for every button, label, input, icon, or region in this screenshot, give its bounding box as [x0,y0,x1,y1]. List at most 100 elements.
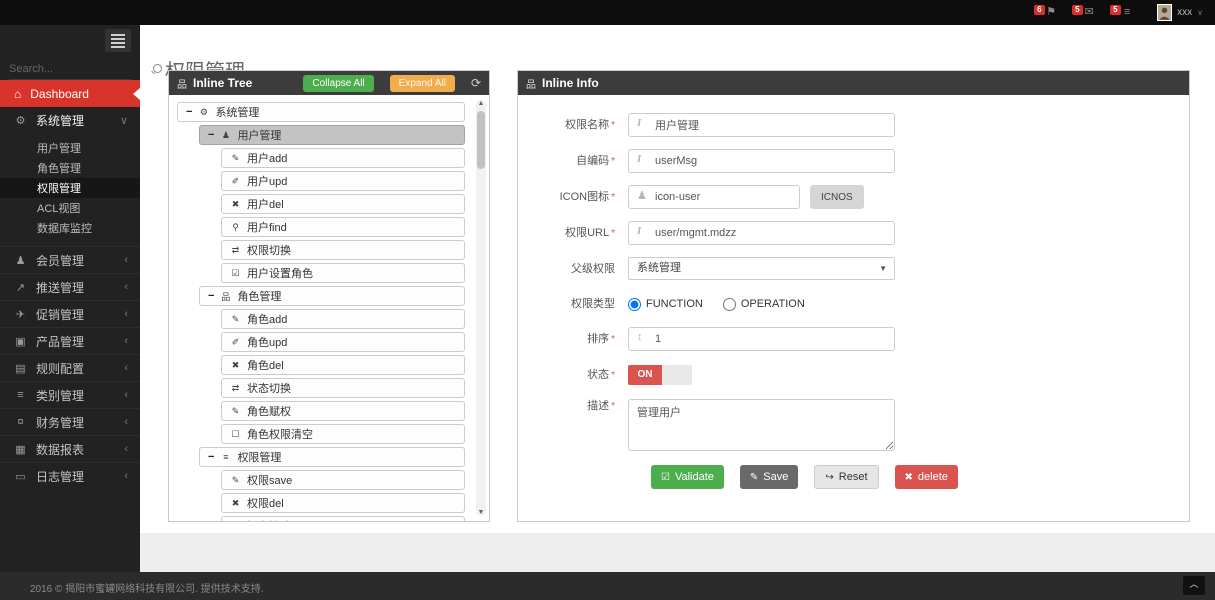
square-icon: ☐ [231,428,240,439]
search-input[interactable] [9,62,151,75]
reset-button[interactable]: ↪ Reset [814,465,879,489]
tree-item-label: 权限del [247,498,284,510]
sidebar-item-财务管理[interactable]: ¤ 财务管理 ‹ [0,408,140,435]
delete-button-label: delete [917,471,948,483]
expand-all-button[interactable]: Expand All [389,74,455,92]
scroll-down-icon[interactable]: ▼ [477,509,485,516]
url-label: 权限URL [518,221,628,246]
user-menu[interactable]: xxx ∨ [1157,4,1203,21]
tree-item-用户del[interactable]: ✖ 用户del [221,194,465,214]
code-input[interactable] [628,149,895,173]
collapse-minus-icon[interactable]: − [208,451,215,463]
italic-icon: I [637,117,642,129]
close-icon: ✖ [904,471,913,483]
sidebar-item-数据报表[interactable]: ▦ 数据报表 ‹ [0,435,140,462]
order-input[interactable] [628,327,895,351]
tree-body: − ⚙ 系统管理 − ♟ 用户管理 ✎ 用户add ✐ 用户upd ✖ 用户del ⚲ 用户find ⇄ 权限… [169,95,489,521]
scroll-up-icon[interactable]: ▲ [477,100,485,107]
tree-item-角色upd[interactable]: ✐ 角色upd [221,332,465,352]
sidebar-toggle-button[interactable] [105,29,131,52]
tree-item-提交校验[interactable]: ✐ 提交校验 [221,516,465,521]
sidebar-item-日志管理[interactable]: ▭ 日志管理 ‹ [0,462,140,489]
check-square-icon: ☑ [231,267,240,278]
tree-item-权限del[interactable]: ✖ 权限del [221,493,465,513]
tree-item-状态切换[interactable]: ⇄ 状态切换 [221,378,465,398]
tree-item-权限save[interactable]: ✎ 权限save [221,470,465,490]
delete-icon: ✖ [231,359,240,370]
pencil-icon: ✎ [231,474,240,485]
tree-item-系统管理[interactable]: − ⚙ 系统管理 [177,102,465,122]
tree-item-角色del[interactable]: ✖ 角色del [221,355,465,375]
tree-item-权限切换[interactable]: ⇄ 权限切换 [221,240,465,260]
tree-item-用户find[interactable]: ⚲ 用户find [221,217,465,237]
parent-select-value: 系统管理 [637,262,681,274]
delete-button[interactable]: ✖ delete [894,465,958,489]
icon-input[interactable] [628,185,800,209]
sidebar-item-用户管理[interactable]: 用户管理 [37,143,81,155]
collapse-minus-icon[interactable]: − [208,129,215,141]
envelope-icon: ✉ [1084,6,1094,18]
inline-tree-panel: 品 Inline Tree Collapse All Expand All ⟳ … [168,70,490,522]
chevron-left-icon: ‹ [124,443,128,455]
push-icon: ↗ [15,281,26,294]
icnos-button[interactable]: ICNOS [810,185,864,209]
sidebar-item-权限管理[interactable]: 权限管理 [0,178,140,198]
sidebar-item-角色管理[interactable]: 角色管理 [37,163,81,175]
save-button[interactable]: ✎ Save [739,465,799,489]
sidebar-item-会员管理[interactable]: ♟ 会员管理 ‹ [0,246,140,273]
refresh-icon[interactable]: ⟳ [470,76,481,90]
url-input[interactable] [628,221,895,245]
tree-item-label: 系统管理 [215,107,260,119]
edit-icon: ✐ [231,175,240,186]
radio-operation[interactable]: OPERATION [722,297,805,311]
tree-item-用户设置角色[interactable]: ☑ 用户设置角色 [221,263,465,283]
notifications-flag-button[interactable]: ⚑ 6 [1034,4,1059,21]
back-to-top-button[interactable]: ︿ [1183,576,1205,595]
tasks-button[interactable]: ≡ 5 [1110,4,1135,21]
chevron-left-icon: ‹ [124,416,128,428]
tree-item-label: 角色权限清空 [247,429,313,441]
collapse-minus-icon[interactable]: − [186,106,193,118]
sidebar-item-类别管理[interactable]: ≡ 类别管理 ‹ [0,381,140,408]
radio-operation-input[interactable] [722,297,736,311]
tree-item-用户upd[interactable]: ✐ 用户upd [221,171,465,191]
tree-item-角色add[interactable]: ✎ 角色add [221,309,465,329]
collapse-minus-icon[interactable]: − [208,290,215,302]
desc-textarea[interactable]: 管理用户 [628,399,895,451]
tree-item-角色赋权[interactable]: ✎ 角色赋权 [221,401,465,421]
share-arrow-icon: ↪ [825,471,834,483]
list-icon: ≡ [223,452,229,462]
name-input[interactable] [628,113,895,137]
gears-icon: ⚙ [15,115,26,127]
home-icon: ⌂ [14,86,22,101]
sidebar-item-规则配置[interactable]: ▤ 规则配置 ‹ [0,354,140,381]
status-toggle[interactable]: ON [628,365,692,385]
sidebar-item-数据库监控[interactable]: 数据库监控 [37,223,92,235]
tree-item-角色权限清空[interactable]: ☐ 角色权限清空 [221,424,465,444]
parent-select[interactable]: 系统管理 ▼ [628,257,895,280]
tree-item-角色管理[interactable]: − 品角色管理 [199,286,465,306]
tree-scrollbar[interactable]: ▲ ▼ [476,100,486,516]
tree-item-权限管理[interactable]: − ≡ 权限管理 [199,447,465,467]
sidebar-item-产品管理[interactable]: ▣ 产品管理 ‹ [0,327,140,354]
sidebar-item-促销管理[interactable]: ✈ 促销管理 ‹ [0,300,140,327]
radio-function[interactable]: FUNCTION [628,297,703,311]
sidebar-item-ACL视图[interactable]: ACL视图 [37,203,81,215]
footer: 2016 © 揭阳市蜜罐网络科技有限公司. 提供技术支持. ︿ [0,572,1215,600]
validate-button[interactable]: ☑ Validate [651,465,724,489]
radio-function-input[interactable] [628,297,641,311]
messages-button[interactable]: ✉ 5 [1072,4,1097,21]
radio-function-label: FUNCTION [646,298,703,310]
status-label: 状态 [518,363,628,388]
tree-item-用户add[interactable]: ✎ 用户add [221,148,465,168]
sitemap-icon: 品 [221,291,231,302]
sidebar-item-dashboard[interactable]: ⌂ Dashboard [0,80,140,107]
sidebar-item-系统管理[interactable]: ⚙ 系统管理 ∨ [15,114,128,128]
scrollbar-thumb[interactable] [477,111,485,169]
name-label: 权限名称 [518,113,628,138]
reset-button-label: Reset [838,471,868,483]
collapse-all-button[interactable]: Collapse All [303,74,374,92]
flag-badge-count: 6 [1034,4,1045,15]
sidebar-item-推送管理[interactable]: ↗ 推送管理 ‹ [0,273,140,300]
tree-item-用户管理[interactable]: − ♟ 用户管理 [199,125,465,145]
